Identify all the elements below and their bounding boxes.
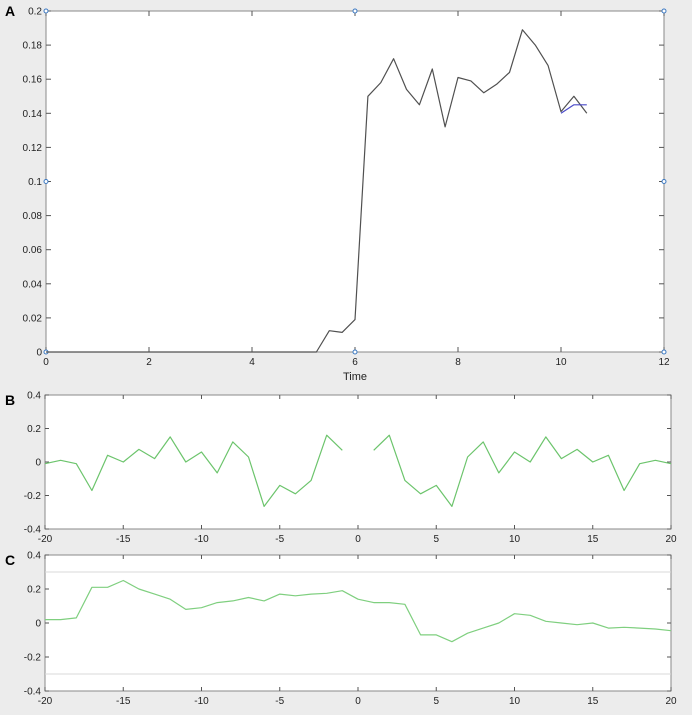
selection-handle-7[interactable]: [662, 350, 666, 354]
chart-c-svg: -20 -15 -10 -5 0 5 10 15 20 -0.4 -0.2 0 0.2 0.4: [0, 548, 692, 715]
x-tick-label-c-4: 0: [355, 696, 361, 707]
y-tick-label-c-0: -0.4: [24, 687, 42, 698]
x-tick-label-c-3: -5: [275, 696, 284, 707]
y-tick-label-a-0: 0: [36, 348, 42, 359]
y-tick-label-b-4: 0.4: [27, 391, 41, 402]
x-tick-label-b-5: 5: [433, 534, 439, 545]
x-tick-label-a-4: 8: [455, 357, 461, 368]
selection-handle-0[interactable]: [44, 9, 48, 13]
x-tick-label-a-6: 12: [658, 357, 670, 368]
chart-a-svg: 0 2 4 6 8 10 12 0 0.02 0.04 0.06 0.08 0.1 0.12 0.14 0.1…: [0, 0, 692, 388]
x-tick-label-a-0: 0: [43, 357, 49, 368]
y-tick-label-a-10: 0.2: [28, 7, 42, 18]
y-tick-label-c-1: -0.2: [24, 653, 42, 664]
x-tick-label-c-0: -20: [38, 696, 53, 707]
x-tick-label-c-5: 5: [433, 696, 439, 707]
panel-label-b: B: [5, 392, 15, 408]
x-axis-label-a: Time: [343, 371, 367, 383]
selection-handle-2[interactable]: [662, 9, 666, 13]
plot-area-c: [45, 555, 671, 691]
y-tick-label-c-3: 0.2: [27, 585, 41, 596]
x-tick-label-a-3: 6: [352, 357, 358, 368]
plot-area-a: [46, 11, 664, 352]
y-tick-label-a-3: 0.06: [23, 245, 43, 256]
x-tick-label-a-1: 2: [146, 357, 152, 368]
panel-b: B -20 -15 -10 -5 0 5 10 15 20 -0.4 -0.2 0 0.2 0.4: [0, 388, 692, 548]
x-tick-label-b-3: -5: [275, 534, 284, 545]
x-tick-label-b-1: -15: [116, 534, 131, 545]
chart-b-svg: -20 -15 -10 -5 0 5 10 15 20 -0.4 -0.2 0 0.2 0.4: [0, 388, 692, 548]
x-tick-label-b-7: 15: [587, 534, 599, 545]
y-tick-label-c-4: 0.4: [27, 551, 41, 562]
selection-handle-6[interactable]: [353, 350, 357, 354]
y-tick-label-a-9: 0.18: [23, 41, 43, 52]
x-tick-label-c-1: -15: [116, 696, 131, 707]
panel-label-c: C: [5, 552, 15, 568]
selection-handle-1[interactable]: [353, 9, 357, 13]
x-tick-label-c-7: 15: [587, 696, 599, 707]
y-tick-label-a-6: 0.12: [23, 143, 43, 154]
x-tick-label-a-2: 4: [249, 357, 255, 368]
x-tick-label-b-4: 0: [355, 534, 361, 545]
y-tick-label-a-5: 0.1: [28, 177, 42, 188]
x-tick-label-b-8: 20: [665, 534, 677, 545]
y-tick-label-b-2: 0: [35, 458, 41, 469]
panel-label-a: A: [5, 3, 15, 19]
y-tick-label-b-3: 0.2: [27, 424, 41, 435]
y-tick-label-a-1: 0.02: [23, 313, 43, 324]
x-tick-label-b-2: -10: [194, 534, 209, 545]
x-tick-label-b-6: 10: [509, 534, 521, 545]
x-tick-label-a-5: 10: [555, 357, 567, 368]
plot-area-b: [45, 395, 671, 529]
y-tick-label-a-7: 0.14: [23, 109, 43, 120]
y-tick-label-b-0: -0.4: [24, 525, 42, 536]
panel-c: C -20 -15 -10 -5 0 5 10 15 20 -0.4 -0.2 0 0.2 0.4: [0, 548, 692, 715]
selection-handle-4[interactable]: [662, 180, 666, 184]
selection-handle-3[interactable]: [44, 180, 48, 184]
y-tick-label-a-4: 0.08: [23, 211, 43, 222]
y-tick-label-a-2: 0.04: [23, 279, 43, 290]
x-tick-label-b-0: -20: [38, 534, 53, 545]
x-tick-label-c-2: -10: [194, 696, 209, 707]
y-tick-label-a-8: 0.16: [23, 75, 43, 86]
x-tick-label-c-6: 10: [509, 696, 521, 707]
x-tick-label-c-8: 20: [665, 696, 677, 707]
y-tick-label-c-2: 0: [35, 619, 41, 630]
y-tick-label-b-1: -0.2: [24, 491, 42, 502]
